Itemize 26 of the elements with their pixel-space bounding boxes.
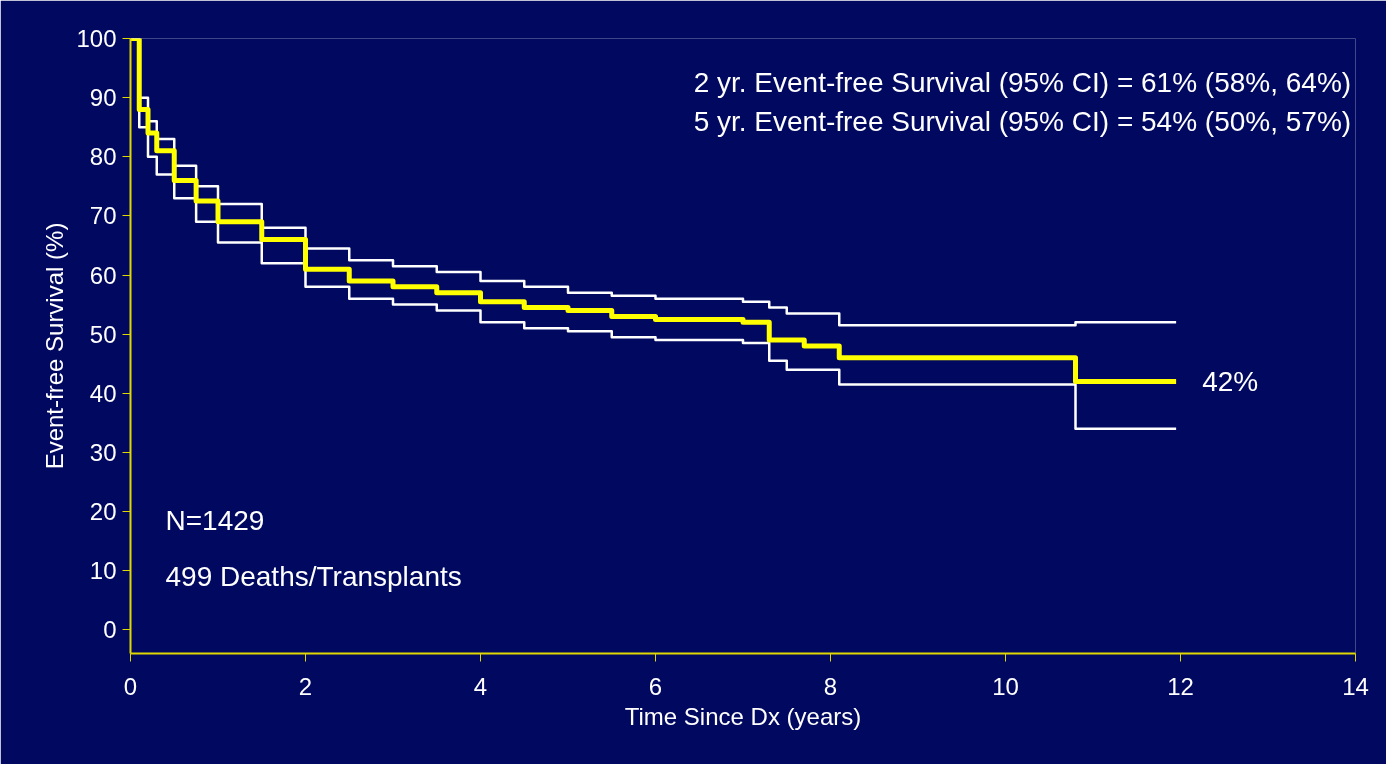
annotation: 5 yr. Event-free Survival (95% CI) = 54% (50%, 57%) xyxy=(693,105,1352,137)
x-tick-label: 4 xyxy=(473,672,488,700)
x-axis-title: Time Since Dx (years) xyxy=(624,702,862,730)
y-tick-label: 80 xyxy=(89,143,117,171)
x-tick-label: 6 xyxy=(648,672,663,700)
y-axis-title: Event-free Survival (%) xyxy=(41,222,69,470)
y-tick-label: 0 xyxy=(103,616,117,644)
y-tick-label: 10 xyxy=(89,557,117,585)
x-tick-label: 0 xyxy=(123,672,138,700)
annotation: N=1429 xyxy=(165,504,265,536)
x-tick-label: 8 xyxy=(823,672,838,700)
y-tick-label: 70 xyxy=(89,202,117,230)
x-tick-label: 10 xyxy=(992,672,1019,700)
x-tick-label: 2 xyxy=(298,672,313,700)
annotation: 499 Deaths/Transplants xyxy=(165,561,462,593)
y-tick-label: 20 xyxy=(89,498,117,526)
annotation: 2 yr. Event-free Survival (95% CI) = 61% (58%, 64%) xyxy=(693,67,1352,99)
y-tick-label: 100 xyxy=(76,25,117,52)
y-tick-label: 30 xyxy=(89,438,117,466)
y-tick-label: 90 xyxy=(89,84,117,112)
y-tick-label: 40 xyxy=(89,379,117,407)
y-tick-label: 60 xyxy=(89,261,117,289)
y-tick-label: 50 xyxy=(89,320,117,348)
x-tick-label: 12 xyxy=(1167,672,1194,700)
annotation: 42% xyxy=(1202,365,1259,397)
x-tick-label: 14 xyxy=(1342,672,1369,700)
